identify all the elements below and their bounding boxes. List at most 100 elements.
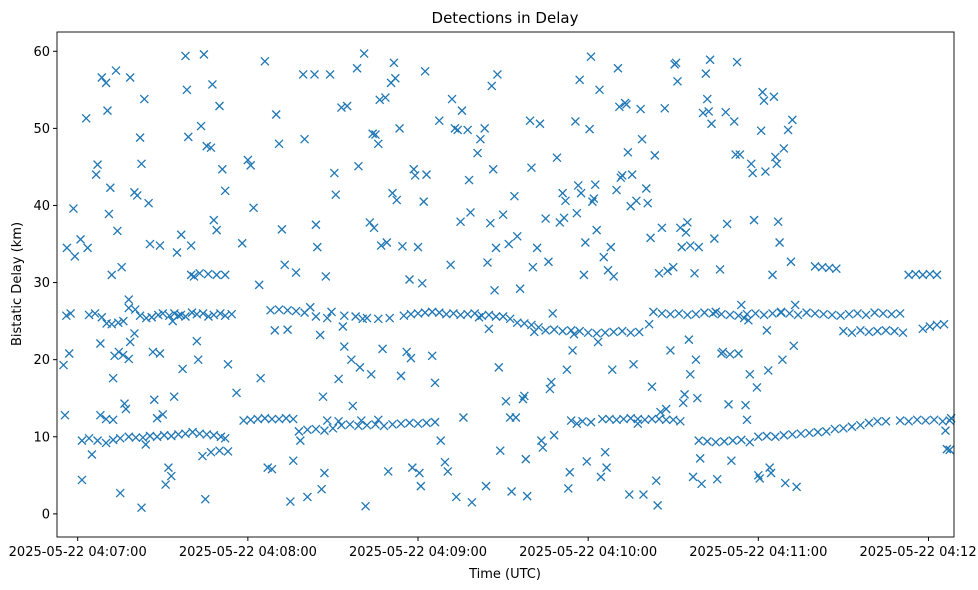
data-point xyxy=(475,134,485,144)
data-point xyxy=(942,444,952,454)
data-point xyxy=(580,238,590,247)
data-point xyxy=(101,78,111,88)
data-point xyxy=(512,231,522,241)
data-point xyxy=(283,325,293,335)
data-point xyxy=(145,239,155,249)
data-point xyxy=(785,308,794,318)
data-point xyxy=(739,313,749,323)
data-point xyxy=(671,58,681,68)
data-point xyxy=(929,415,939,425)
data-point xyxy=(427,351,437,361)
y-axis-ticks: 0 10 20 30 40 50 60 xyxy=(33,45,57,522)
data-point xyxy=(544,257,553,267)
data-point xyxy=(787,429,797,439)
data-point xyxy=(352,63,362,73)
data-point xyxy=(600,328,610,338)
data-point xyxy=(521,454,531,464)
data-point xyxy=(365,217,375,227)
data-point xyxy=(810,308,820,318)
data-point xyxy=(366,369,376,379)
data-point xyxy=(467,497,477,507)
x-tick-label: 2025-05-22 04:09:00 xyxy=(349,545,487,560)
x-tick-label: 2025-05-22 04:07:00 xyxy=(9,545,147,560)
data-point xyxy=(223,446,233,456)
data-point xyxy=(419,197,429,207)
data-point xyxy=(369,223,379,233)
data-point xyxy=(68,204,78,214)
data-point xyxy=(159,430,169,440)
data-point xyxy=(169,308,179,318)
data-point xyxy=(789,341,799,351)
data-point xyxy=(759,310,769,320)
data-point xyxy=(617,326,627,336)
data-point xyxy=(802,308,811,318)
data-point xyxy=(443,467,453,476)
data-point xyxy=(434,308,444,318)
data-point xyxy=(681,227,691,237)
data-point xyxy=(779,430,789,440)
data-point xyxy=(685,369,695,379)
data-point xyxy=(887,309,897,319)
data-point xyxy=(209,215,219,225)
data-point xyxy=(118,316,128,326)
data-point xyxy=(353,161,363,171)
data-point xyxy=(135,311,145,321)
data-point xyxy=(274,305,284,315)
data-point xyxy=(718,347,728,357)
data-point xyxy=(281,413,291,423)
data-point xyxy=(734,349,743,358)
data-point xyxy=(441,309,451,319)
data-point xyxy=(918,270,928,280)
data-point xyxy=(260,56,270,66)
data-point xyxy=(668,415,678,425)
data-point xyxy=(322,416,332,426)
data-point xyxy=(838,423,848,433)
data-point xyxy=(941,426,950,436)
data-point xyxy=(399,311,409,321)
data-point xyxy=(463,125,473,135)
data-point xyxy=(541,214,551,224)
data-point xyxy=(187,308,197,318)
data-point xyxy=(881,325,891,335)
data-point xyxy=(77,436,87,446)
data-point xyxy=(490,285,500,295)
data-point xyxy=(395,123,405,133)
data-point xyxy=(546,377,556,387)
data-point xyxy=(716,309,726,319)
data-point xyxy=(509,191,519,201)
data-point xyxy=(626,413,636,423)
data-point xyxy=(878,308,888,318)
data-point xyxy=(766,468,776,478)
data-point xyxy=(629,359,639,369)
data-point xyxy=(212,270,222,280)
data-point xyxy=(619,414,629,424)
data-point xyxy=(274,139,284,149)
data-point xyxy=(440,457,450,467)
data-point xyxy=(447,94,457,104)
data-point xyxy=(682,310,692,320)
data-point xyxy=(215,446,224,456)
data-point xyxy=(196,121,206,131)
data-point xyxy=(702,94,712,104)
data-point xyxy=(549,325,559,335)
data-point xyxy=(545,384,555,394)
data-point xyxy=(137,503,146,513)
data-point xyxy=(376,241,386,251)
data-point xyxy=(661,404,671,414)
data-point xyxy=(579,270,589,280)
data-point xyxy=(485,218,495,228)
data-point xyxy=(385,313,395,323)
data-point xyxy=(895,308,905,318)
data-point xyxy=(688,472,698,482)
data-point xyxy=(692,393,702,403)
data-point xyxy=(535,119,545,129)
data-point xyxy=(582,456,592,466)
data-point xyxy=(118,350,128,360)
data-point xyxy=(648,307,658,317)
data-point xyxy=(702,436,712,446)
data-point xyxy=(181,312,190,321)
data-point xyxy=(319,468,329,478)
data-point xyxy=(796,429,806,439)
data-point xyxy=(640,415,650,425)
